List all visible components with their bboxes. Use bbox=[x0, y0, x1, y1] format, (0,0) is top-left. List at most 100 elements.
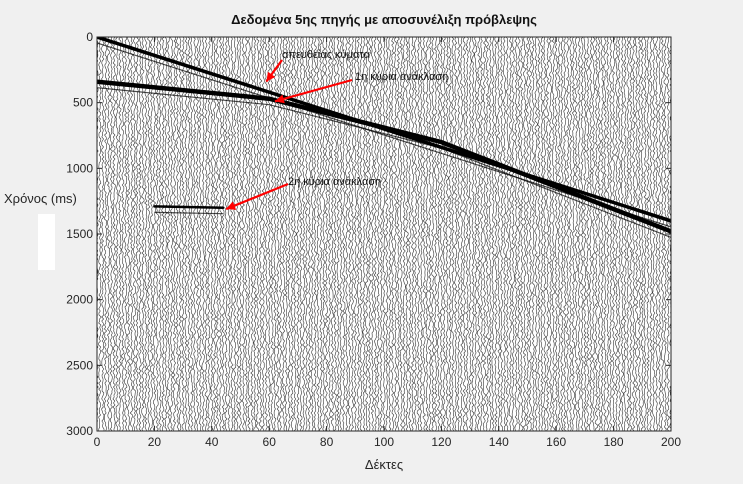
seismic-trace bbox=[350, 37, 355, 431]
seismic-trace bbox=[379, 37, 383, 431]
seismic-trace bbox=[319, 37, 323, 431]
seismic-trace bbox=[273, 37, 277, 431]
seismic-trace bbox=[345, 37, 349, 431]
chart-title: Δεδομένα 5ης πηγής με αποσυνέλιξη πρόβλε… bbox=[231, 12, 537, 27]
event-line-echo bbox=[97, 87, 671, 238]
x-tick-label: 60 bbox=[263, 435, 277, 449]
seismic-trace bbox=[385, 37, 389, 431]
seismic-trace bbox=[525, 37, 530, 431]
seismic-trace bbox=[522, 37, 527, 431]
seismic-trace bbox=[577, 37, 581, 431]
seismic-trace bbox=[479, 37, 484, 431]
seismic-trace bbox=[212, 37, 217, 431]
seismic-trace bbox=[215, 37, 220, 431]
white-patch bbox=[38, 214, 55, 270]
seismic-trace bbox=[390, 37, 395, 431]
seismic-trace bbox=[646, 37, 650, 431]
annotation-label: 1η κύρια ανάκλαση bbox=[355, 71, 448, 83]
seismic-trace bbox=[408, 37, 412, 431]
seismic-trace bbox=[172, 37, 177, 431]
seismic-trace bbox=[459, 37, 464, 431]
seismic-trace bbox=[465, 37, 469, 431]
seismic-trace bbox=[233, 37, 237, 431]
annotation-label: απευθείας κύματα bbox=[282, 49, 370, 61]
x-tick-label: 100 bbox=[374, 435, 394, 449]
seismic-trace bbox=[152, 37, 157, 431]
seismic-trace bbox=[158, 37, 162, 431]
seismic-trace bbox=[365, 37, 369, 431]
seismic-trace bbox=[603, 37, 607, 431]
seismic-trace bbox=[367, 37, 372, 431]
seismic-trace bbox=[416, 37, 421, 431]
seismic-trace bbox=[425, 37, 429, 431]
y-tick-label: 2500 bbox=[66, 358, 93, 372]
annotation-label: 2η κύρια ανάκλαση bbox=[288, 176, 381, 188]
seismic-trace bbox=[118, 37, 122, 431]
seismic-trace bbox=[230, 37, 234, 431]
seismic-trace bbox=[652, 37, 656, 431]
seismic-trace bbox=[316, 37, 320, 431]
seismic-trace bbox=[663, 37, 668, 431]
seismic-trace bbox=[617, 37, 621, 431]
seismic-trace bbox=[514, 37, 518, 431]
seismic-trace bbox=[591, 37, 596, 431]
annotation-arrowhead bbox=[274, 94, 285, 104]
seismic-trace bbox=[454, 37, 458, 431]
y-tick-label: 500 bbox=[73, 96, 93, 110]
seismic-trace bbox=[442, 37, 446, 431]
seismic-trace bbox=[485, 37, 489, 431]
seismic-trace bbox=[210, 37, 214, 431]
seismic-trace bbox=[643, 37, 647, 431]
seismic-trace bbox=[456, 37, 461, 431]
x-tick-label: 160 bbox=[546, 435, 566, 449]
seismic-trace bbox=[531, 37, 535, 431]
seismic-trace bbox=[121, 37, 125, 431]
seismic-trace bbox=[238, 37, 243, 431]
seismic-trace bbox=[422, 37, 426, 431]
seismic-trace bbox=[629, 37, 633, 431]
seismic-trace bbox=[517, 37, 521, 431]
seismic-trace bbox=[568, 37, 573, 431]
seismic-trace bbox=[542, 37, 547, 431]
event-group bbox=[97, 37, 671, 238]
seismic-trace bbox=[631, 37, 636, 431]
seismic-trace bbox=[169, 37, 174, 431]
seismic-trace bbox=[545, 37, 550, 431]
seismic-trace bbox=[342, 37, 346, 431]
y-tick-label: 1000 bbox=[66, 161, 93, 175]
seismic-trace bbox=[347, 37, 352, 431]
seismic-trace bbox=[626, 37, 630, 431]
seismic-trace bbox=[548, 37, 553, 431]
seismic-trace bbox=[402, 37, 406, 431]
seismic-trace bbox=[468, 37, 472, 431]
seismic-trace bbox=[313, 37, 317, 431]
seismic-trace bbox=[307, 37, 312, 431]
seismic-trace bbox=[655, 37, 659, 431]
seismic-trace bbox=[129, 37, 134, 431]
x-tick-label: 140 bbox=[489, 435, 509, 449]
seismic-trace bbox=[195, 37, 200, 431]
seismic-trace bbox=[178, 37, 182, 431]
y-tick-label: 1500 bbox=[66, 227, 93, 241]
seismic-trace bbox=[580, 37, 584, 431]
seismic-trace bbox=[106, 37, 111, 431]
seismic-trace bbox=[253, 37, 257, 431]
seismic-trace bbox=[184, 37, 188, 431]
tick-group: 0 20 40 60 80 100 120 140 160 180 2000500100015002… bbox=[66, 30, 681, 449]
seismic-trace bbox=[571, 37, 576, 431]
seismic-trace bbox=[611, 37, 616, 431]
seismic-trace bbox=[436, 37, 441, 431]
seismic-trace bbox=[583, 37, 587, 431]
seismic-trace bbox=[505, 37, 510, 431]
seismic-trace bbox=[588, 37, 593, 431]
seismic-trace bbox=[476, 37, 481, 431]
x-tick-label: 180 bbox=[604, 435, 624, 449]
seismic-trace bbox=[597, 37, 601, 431]
seismic-trace bbox=[431, 37, 435, 431]
event-line bbox=[153, 205, 225, 209]
x-tick-label: 80 bbox=[320, 435, 334, 449]
seismic-trace bbox=[258, 37, 263, 431]
seismic-trace bbox=[149, 37, 154, 431]
seismic-trace bbox=[623, 37, 627, 431]
